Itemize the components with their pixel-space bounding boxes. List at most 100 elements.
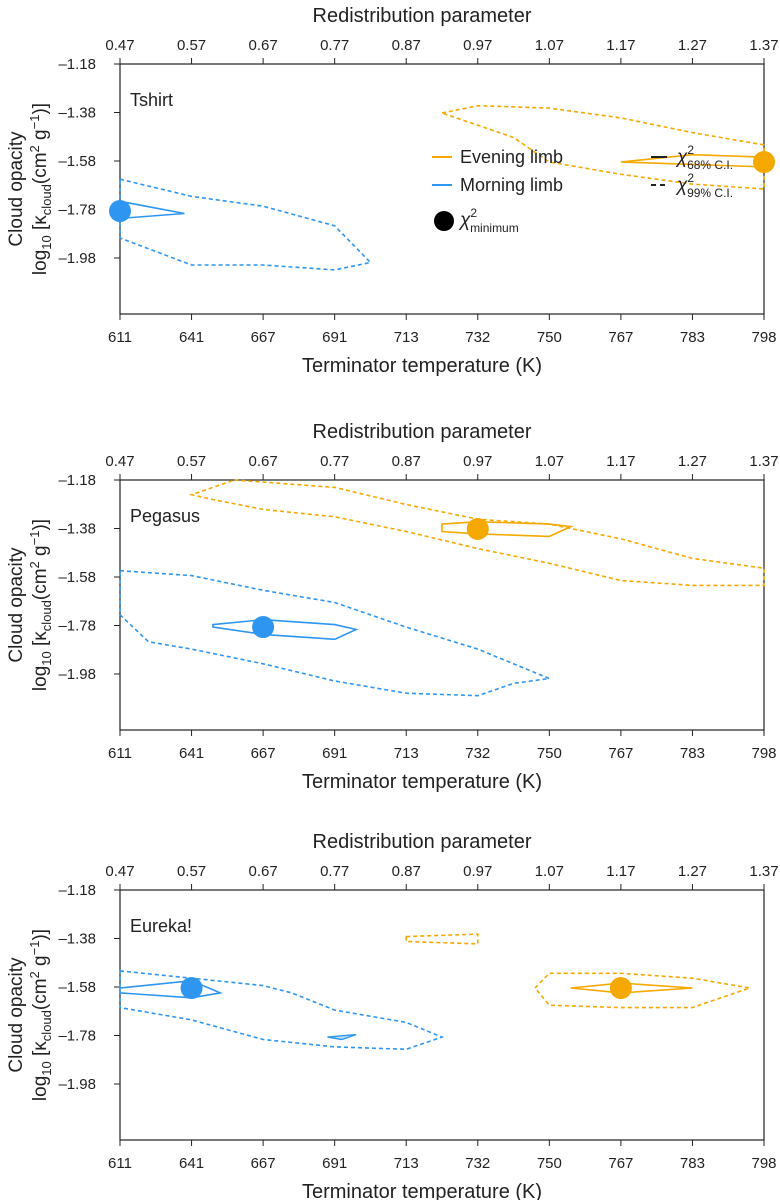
bottom-tick-label: 691 bbox=[322, 1155, 347, 1172]
legend-ci99-label: χ2 99% C.I. bbox=[675, 171, 733, 200]
evening-minimum-point bbox=[466, 518, 489, 541]
bottom-tick-label: 798 bbox=[751, 1155, 776, 1172]
morning-ci68-contour bbox=[212, 618, 359, 641]
bottom-tick-label: 783 bbox=[680, 745, 705, 762]
top-tick-label: 0.77 bbox=[320, 37, 349, 54]
plot-frame bbox=[119, 479, 765, 731]
y-tick-label: –1.38 bbox=[58, 931, 96, 948]
y-tick-label: –1.58 bbox=[58, 979, 96, 996]
top-tick-label: 0.97 bbox=[463, 863, 492, 880]
morning-ci99-contour bbox=[119, 569, 553, 697]
bottom-tick-label: 783 bbox=[680, 329, 705, 346]
top-tick-label: 0.97 bbox=[463, 37, 492, 54]
bottom-tick-label: 783 bbox=[680, 1155, 705, 1172]
y-axis-label-line2: log10 [κcloud(cm2 g−1)] bbox=[27, 103, 54, 275]
y-tick-label: –1.18 bbox=[58, 882, 96, 899]
top-tick-label: 0.87 bbox=[392, 863, 421, 880]
y-tick-label: –1.78 bbox=[58, 618, 96, 635]
bottom-axis-label: Terminator temperature (K) bbox=[302, 1181, 542, 1200]
top-tick-label: 1.27 bbox=[678, 453, 707, 470]
evening-ci68-contour bbox=[441, 520, 574, 538]
morning-minimum-point bbox=[109, 200, 131, 223]
top-tick-label: 0.97 bbox=[463, 453, 492, 470]
top-tick-label: 0.67 bbox=[249, 453, 278, 470]
bottom-tick-label: 667 bbox=[251, 329, 276, 346]
panel-title: Tshirt bbox=[130, 90, 173, 110]
chart-panel-3: Redistribution parameter 0.47 611 0.57 641 0.… bbox=[6, 831, 779, 1200]
top-tick-label: 1.27 bbox=[678, 37, 707, 54]
y-axis-label-line2: log10 [κcloud(cm2 g−1)] bbox=[27, 929, 54, 1101]
evening-minimum-point bbox=[609, 977, 632, 1000]
panel-title: Pegasus bbox=[130, 506, 200, 526]
legend-minimum-label: χ2 minimum bbox=[458, 206, 519, 235]
y-tick-label: –1.38 bbox=[58, 521, 96, 538]
bottom-tick-label: 691 bbox=[322, 329, 347, 346]
evening-ci68-contour bbox=[570, 982, 693, 994]
legend-morning-label: Morning limb bbox=[460, 175, 563, 195]
y-axis-label-line1: Cloud opacity bbox=[6, 957, 27, 1073]
y-tick-label: –1.38 bbox=[58, 105, 96, 122]
bottom-axis-label: Terminator temperature (K) bbox=[302, 355, 542, 377]
top-tick-label: 1.37 bbox=[749, 453, 778, 470]
chart-panel-2: Redistribution parameter 0.47 611 0.57 641 0.… bbox=[6, 421, 779, 793]
bottom-axis-label: Terminator temperature (K) bbox=[302, 771, 542, 793]
bottom-tick-label: 750 bbox=[537, 1155, 562, 1172]
evening-ci99-contour bbox=[533, 972, 750, 1009]
top-tick-label: 0.67 bbox=[249, 863, 278, 880]
top-tick-label: 1.07 bbox=[535, 37, 564, 54]
bottom-tick-label: 611 bbox=[108, 329, 132, 346]
top-tick-label: 0.47 bbox=[105, 37, 134, 54]
y-axis-label-line1: Cloud opacity bbox=[6, 547, 27, 663]
top-tick-label: 1.17 bbox=[606, 863, 635, 880]
top-tick-label: 1.07 bbox=[535, 863, 564, 880]
bottom-tick-label: 732 bbox=[465, 1155, 490, 1172]
plot-frame bbox=[119, 889, 765, 1141]
top-axis-label: Redistribution parameter bbox=[313, 831, 532, 853]
top-tick-label: 1.07 bbox=[535, 453, 564, 470]
legend-ci68-label: χ2 68% C.I. bbox=[675, 143, 733, 172]
bottom-tick-label: 667 bbox=[251, 1155, 276, 1172]
y-axis-label-line1: Cloud opacity bbox=[6, 131, 27, 247]
morning-ci68-contour-extra bbox=[327, 1033, 357, 1041]
morning-ci99-contour bbox=[119, 970, 445, 1051]
y-tick-label: –1.98 bbox=[58, 250, 96, 267]
plot-frame bbox=[119, 63, 765, 315]
top-tick-label: 1.17 bbox=[606, 453, 635, 470]
top-tick-label: 0.87 bbox=[392, 453, 421, 470]
top-tick-label: 1.27 bbox=[678, 863, 707, 880]
bottom-tick-label: 798 bbox=[751, 329, 776, 346]
y-tick-label: –1.58 bbox=[58, 153, 96, 170]
top-tick-label: 0.87 bbox=[392, 37, 421, 54]
bottom-tick-label: 691 bbox=[322, 745, 347, 762]
bottom-tick-label: 750 bbox=[537, 329, 562, 346]
top-axis-label: Redistribution parameter bbox=[313, 5, 532, 27]
legend: Evening limb Morning limb χ2 minimum χ2 68% C… bbox=[432, 143, 733, 235]
bottom-tick-label: 713 bbox=[394, 745, 419, 762]
morning-ci68-contour bbox=[119, 979, 224, 999]
y-tick-label: –1.78 bbox=[58, 1028, 96, 1045]
y-axis-label-line2: log10 [κcloud(cm2 g−1)] bbox=[27, 519, 54, 691]
morning-minimum-point bbox=[180, 977, 203, 1000]
panel-title: Eureka! bbox=[130, 916, 192, 936]
evening-ci99-contour-extra bbox=[405, 933, 479, 945]
bottom-tick-label: 767 bbox=[608, 1155, 633, 1172]
top-tick-label: 0.47 bbox=[105, 863, 134, 880]
bottom-tick-label: 732 bbox=[465, 745, 490, 762]
y-tick-label: –1.78 bbox=[58, 202, 96, 219]
top-tick-label: 0.57 bbox=[177, 453, 206, 470]
morning-minimum-point bbox=[252, 616, 275, 639]
chart-panel-1: Redistribution parameter 0.47 611 0.57 641 0.… bbox=[6, 5, 779, 377]
top-tick-label: 0.67 bbox=[249, 37, 278, 54]
top-tick-label: 0.57 bbox=[177, 863, 206, 880]
y-tick-label: –1.98 bbox=[58, 1076, 96, 1093]
legend-minimum-marker bbox=[434, 211, 454, 231]
bottom-tick-label: 641 bbox=[179, 745, 204, 762]
bottom-tick-label: 767 bbox=[608, 745, 633, 762]
bottom-tick-label: 732 bbox=[465, 329, 490, 346]
evening-minimum-point bbox=[753, 151, 775, 174]
bottom-tick-label: 798 bbox=[751, 745, 776, 762]
legend-evening-label: Evening limb bbox=[460, 147, 563, 167]
y-tick-label: –1.18 bbox=[58, 472, 96, 489]
